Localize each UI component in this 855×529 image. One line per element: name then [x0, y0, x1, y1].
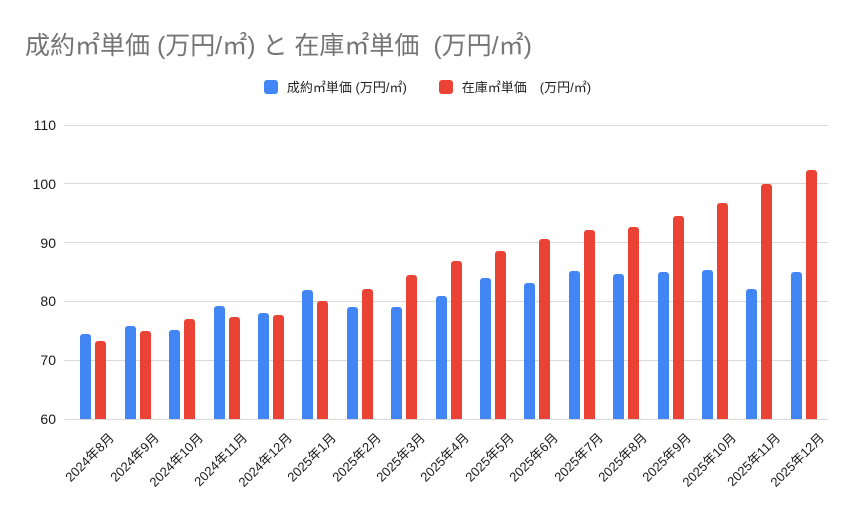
legend-item-inventory-price: 在庫㎡単価 (万円/㎡) [438, 77, 592, 96]
bar-red-2025年10月 [716, 203, 728, 419]
bar-red-2025年8月 [628, 226, 640, 419]
bar-red-2025年2月 [361, 289, 373, 419]
bar-blue-2025年10月 [701, 270, 713, 419]
bar-blue-2025年6月 [524, 282, 536, 419]
bar-red-2025年5月 [494, 250, 506, 419]
bar-red-2025年9月 [672, 215, 684, 419]
bar-red-2025年7月 [583, 230, 595, 419]
y-axis-label-110: 110 [33, 117, 56, 133]
bar-red-2025年12月 [805, 169, 817, 419]
bar-blue-2025年1月 [302, 290, 314, 419]
bar-blue-2025年7月 [568, 270, 580, 419]
y-axis-label-60: 60 [40, 411, 56, 427]
bar-blue-2024年9月 [124, 326, 136, 419]
bar-red-2024年11月 [228, 317, 240, 419]
bar-red-2025年3月 [406, 274, 418, 419]
bar-blue-2025年11月 [746, 289, 758, 419]
legend-label-inventory-price: 在庫㎡単価 (万円/㎡) [461, 80, 592, 95]
bar-blue-2024年8月 [80, 333, 92, 419]
bar-red-2025年11月 [761, 183, 773, 419]
bar-red-2024年12月 [272, 314, 284, 419]
legend: 成約㎡単価 (万円/㎡) 在庫㎡単価 (万円/㎡) [0, 77, 855, 96]
gridline-90 [64, 242, 828, 244]
bar-red-2024年10月 [184, 319, 196, 419]
bar-blue-2025年3月 [391, 307, 403, 419]
bar-blue-2024年12月 [257, 313, 269, 419]
chart-title: 成約㎡単価 (万円/㎡) と 在庫㎡単価 (万円/㎡) [25, 32, 532, 60]
plot-area [64, 124, 828, 420]
y-axis-label-80: 80 [40, 293, 56, 310]
y-axis-label-90: 90 [40, 234, 56, 251]
y-axis-label-100: 100 [32, 175, 56, 192]
legend-label-contract-price: 成約㎡単価 (万円/㎡) [286, 80, 407, 95]
bar-blue-2025年8月 [613, 273, 625, 419]
bar-red-2024年9月 [139, 331, 151, 419]
bar-blue-2025年12月 [790, 272, 802, 419]
gridline-110 [64, 124, 828, 126]
bar-blue-2024年11月 [213, 305, 225, 419]
bar-blue-2025年2月 [346, 307, 358, 419]
gridline-60 [64, 418, 828, 420]
y-axis-label-70: 70 [40, 352, 56, 369]
legend-swatch-blue [263, 79, 278, 94]
bar-red-2024年8月 [95, 340, 107, 419]
legend-swatch-red [438, 79, 453, 94]
bar-red-2025年6月 [539, 239, 551, 419]
bar-blue-2025年9月 [657, 272, 669, 419]
legend-item-contract-price: 成約㎡単価 (万円/㎡) [263, 77, 407, 96]
bar-blue-2024年10月 [169, 330, 181, 419]
bar-blue-2025年5月 [479, 277, 491, 419]
bar-red-2025年1月 [317, 301, 329, 419]
bar-blue-2025年4月 [435, 296, 447, 419]
gridline-100 [64, 183, 828, 185]
bar-red-2025年4月 [450, 260, 462, 419]
